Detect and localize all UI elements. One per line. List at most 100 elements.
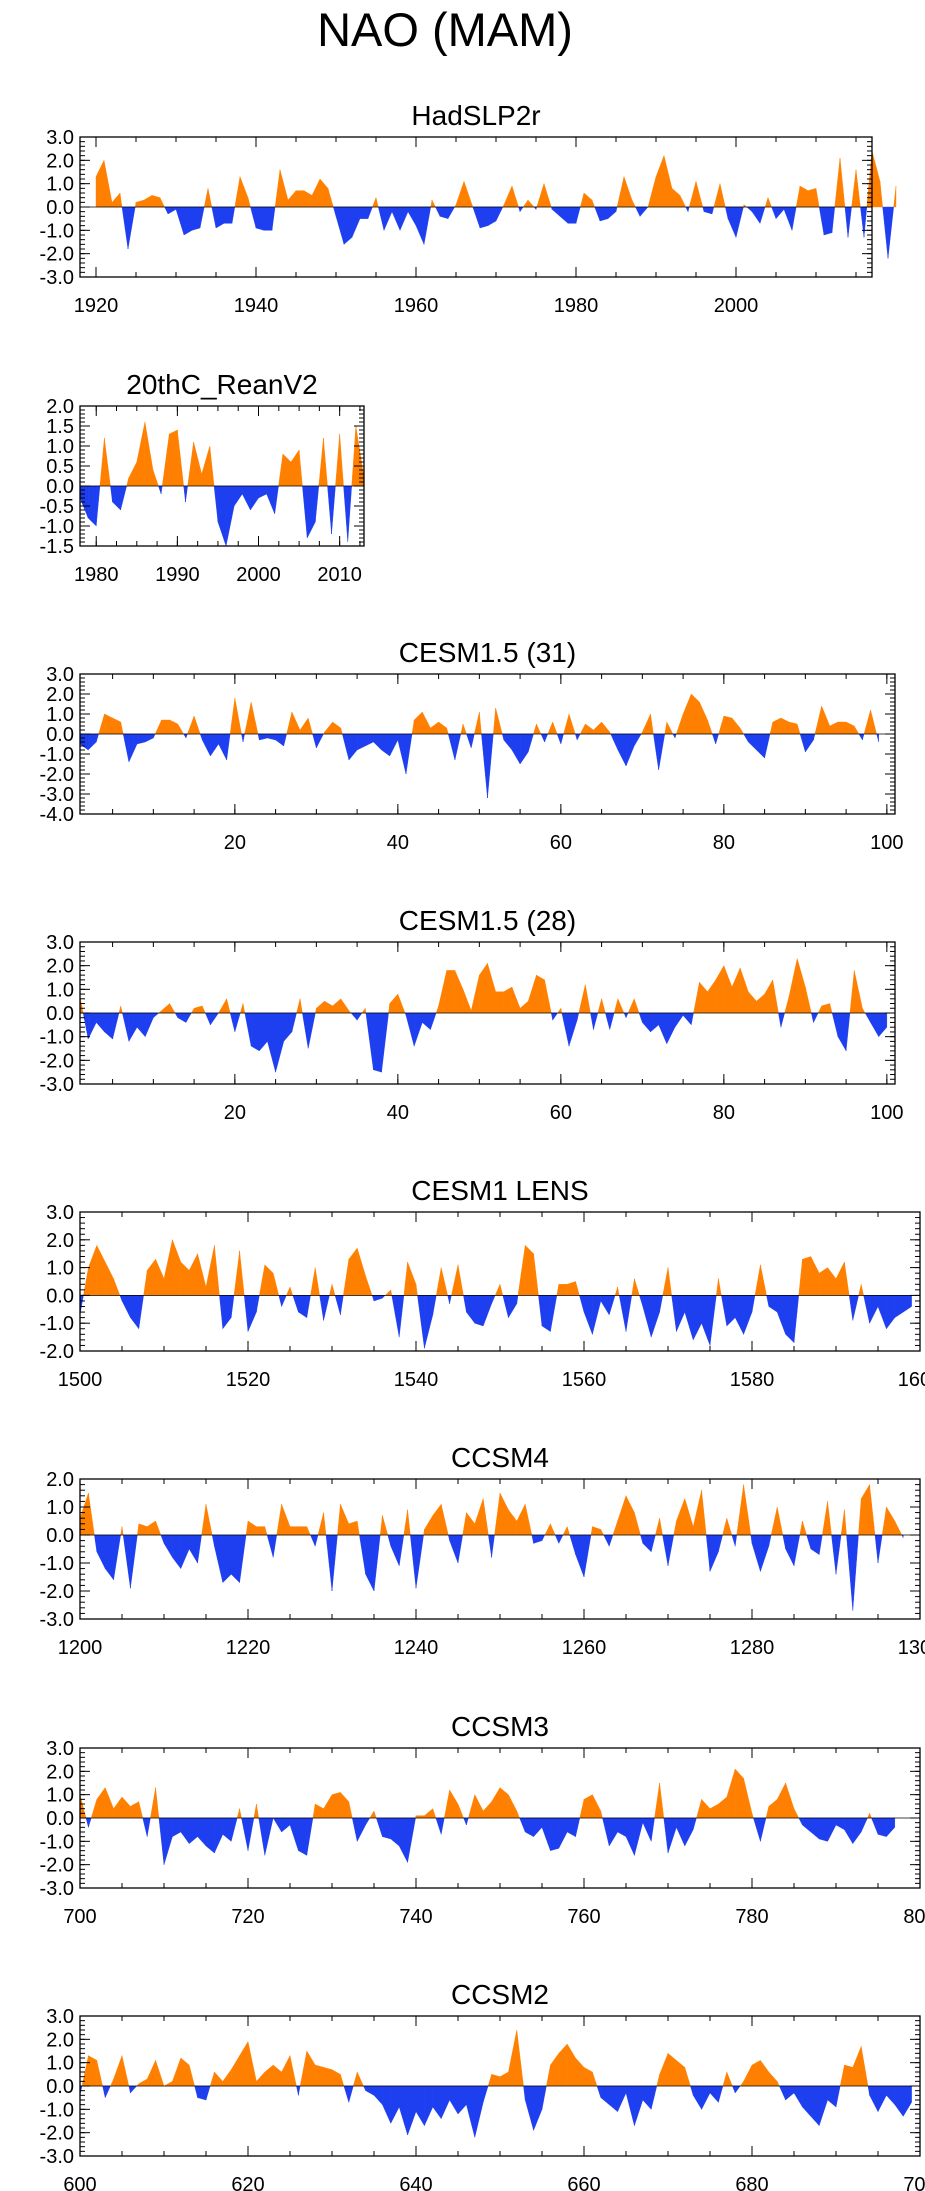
area-segment	[230, 1534, 240, 1584]
area-segment	[563, 713, 570, 735]
area-segment	[695, 181, 704, 208]
y-tick-label: -3.0	[40, 1609, 74, 1631]
area-segment	[348, 1801, 353, 1819]
area-segment	[146, 1258, 156, 1296]
area-segment	[407, 1817, 416, 1863]
area-segment	[211, 1534, 215, 1547]
area-segment	[805, 986, 812, 1014]
area-segment	[725, 206, 729, 219]
area-segment	[867, 1813, 870, 1819]
area-segment	[291, 711, 301, 735]
area-segment	[663, 155, 673, 208]
area-segment	[618, 1295, 627, 1332]
area-segment	[405, 733, 413, 775]
area-segment	[508, 1295, 517, 1319]
area-segment	[164, 206, 169, 215]
area-segment	[642, 713, 651, 735]
y-tick-label: 2.0	[46, 150, 74, 172]
area-segment	[550, 1817, 559, 1851]
area-segment	[150, 1787, 156, 1819]
area-segment	[767, 197, 772, 208]
area-segment	[144, 1012, 154, 1037]
x-tick-label: 1260	[562, 1637, 607, 1659]
area-segment	[849, 970, 855, 1014]
area-segment	[407, 1509, 411, 1536]
area-segment	[432, 1808, 437, 1819]
area-segment	[810, 1534, 820, 1555]
area-segment	[676, 1498, 685, 1536]
area-segment	[315, 1267, 320, 1296]
area-segment	[387, 1534, 391, 1547]
area-segment	[769, 721, 773, 735]
area-segment	[852, 1817, 862, 1845]
area-segment	[567, 1817, 576, 1838]
x-tick-label: 1500	[58, 1369, 103, 1391]
area-segment	[318, 437, 324, 487]
area-segment	[415, 1284, 418, 1296]
area-segment	[119, 192, 123, 208]
area-segment	[286, 1286, 291, 1296]
area-segment	[785, 1295, 795, 1344]
panel-cesm1-lens: CESM1 LENS 3.0 2.0 1.0 0.0 -1.0 -2.0 1500 1520 15…	[40, 1175, 925, 1391]
area-segment	[223, 206, 233, 224]
area-segment	[247, 197, 251, 208]
area-segment	[603, 1534, 610, 1547]
area-segment	[483, 1295, 492, 1327]
area-segment	[87, 1012, 97, 1040]
area-segment	[296, 998, 301, 1014]
area-segment	[731, 1534, 736, 1547]
area-segment	[753, 1817, 761, 1842]
area-segment	[798, 1259, 803, 1296]
area-segment	[709, 2085, 719, 2103]
area-segment	[432, 1503, 442, 1536]
area-segment	[503, 733, 513, 751]
area-segment	[596, 2085, 601, 2098]
area-segment	[222, 2069, 232, 2087]
area-segment	[281, 1504, 291, 1536]
area-segment	[457, 2085, 467, 2115]
area-segment	[447, 206, 456, 220]
y-tick-label: 1.0	[46, 2053, 74, 2075]
area-segment	[180, 1534, 190, 1569]
area-segment	[558, 1534, 564, 1544]
area-segment	[239, 176, 249, 208]
area-segment	[882, 206, 889, 259]
area-segment	[541, 1534, 546, 1541]
area-segment	[359, 206, 369, 219]
area-segment	[365, 1008, 367, 1014]
area-segment	[810, 1817, 820, 1840]
area-segment	[222, 1295, 232, 1330]
area-segment	[306, 1295, 311, 1318]
area-segment	[861, 1483, 870, 1536]
area-segment	[590, 1526, 593, 1536]
area-segment	[185, 1012, 192, 1024]
area-segment	[760, 2059, 769, 2087]
panel-title: CESM1.5 (31)	[399, 637, 576, 668]
area-segment	[351, 425, 357, 487]
area-segment	[128, 2085, 131, 2094]
area-segment	[203, 188, 209, 208]
area-segment	[844, 1262, 850, 1296]
area-segment	[831, 1012, 839, 1037]
area-segment	[616, 176, 625, 208]
area-segment	[96, 1787, 106, 1819]
area-segment	[662, 1534, 669, 1566]
x-tick-label: 2010	[317, 564, 362, 586]
area-segment	[229, 1012, 236, 1032]
area-segment	[119, 1295, 123, 1302]
area-segment	[544, 979, 552, 1014]
area-segment	[356, 1012, 363, 1021]
area-segment	[447, 1295, 450, 1304]
x-tick-label: 1240	[394, 1637, 439, 1659]
area-segment	[659, 1782, 665, 1819]
area-segment	[894, 2085, 904, 2117]
area-segment	[845, 721, 855, 735]
area-segment	[183, 206, 193, 236]
area-segment	[259, 1264, 265, 1296]
area-segment	[263, 206, 273, 231]
area-segment	[120, 485, 127, 511]
area-segment	[424, 1514, 433, 1536]
area-segment	[211, 206, 217, 229]
area-segment	[516, 2029, 524, 2087]
area-segment	[340, 727, 343, 735]
